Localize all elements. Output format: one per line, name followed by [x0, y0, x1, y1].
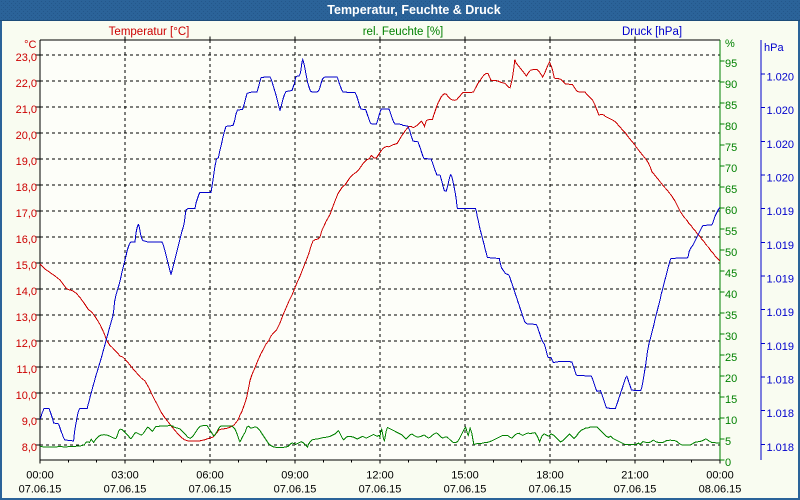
svg-text:07.06.15: 07.06.15	[104, 484, 147, 496]
svg-text:1.019: 1.019	[767, 274, 795, 286]
svg-text:16,0: 16,0	[16, 234, 37, 246]
svg-text:95: 95	[725, 58, 737, 70]
svg-text:75: 75	[725, 142, 737, 154]
svg-text:65: 65	[725, 184, 737, 196]
svg-text:18:00: 18:00	[536, 470, 564, 482]
svg-text:23,0: 23,0	[16, 52, 37, 64]
svg-text:1.018: 1.018	[767, 408, 795, 420]
svg-text:11,0: 11,0	[16, 364, 37, 376]
svg-text:15:00: 15:00	[451, 470, 479, 482]
svg-text:1.019: 1.019	[767, 307, 795, 319]
svg-text:rel. Feuchte [%]: rel. Feuchte [%]	[363, 26, 444, 38]
svg-text:21:00: 21:00	[621, 470, 649, 482]
svg-text:0: 0	[725, 457, 731, 469]
svg-text:03:00: 03:00	[111, 470, 139, 482]
svg-text:07.06.15: 07.06.15	[359, 484, 402, 496]
svg-text:Temperatur, Feuchte & Druck: Temperatur, Feuchte & Druck	[327, 3, 500, 17]
svg-text:20: 20	[725, 373, 737, 385]
svg-text:17,0: 17,0	[16, 208, 37, 220]
svg-text:08.06.15: 08.06.15	[699, 484, 742, 496]
svg-text:9,0: 9,0	[22, 416, 37, 428]
svg-text:09:00: 09:00	[281, 470, 309, 482]
svg-text:07.06.15: 07.06.15	[274, 484, 317, 496]
svg-text:21,0: 21,0	[16, 104, 37, 116]
svg-text:1.018: 1.018	[767, 442, 795, 454]
svg-text:15,0: 15,0	[16, 260, 37, 272]
svg-text:45: 45	[725, 268, 737, 280]
svg-text:30: 30	[725, 331, 737, 343]
svg-text:80: 80	[725, 121, 737, 133]
svg-text:14,0: 14,0	[16, 286, 37, 298]
svg-text:12:00: 12:00	[366, 470, 394, 482]
svg-text:10: 10	[725, 415, 737, 427]
svg-text:85: 85	[725, 100, 737, 112]
svg-text:%: %	[725, 38, 735, 50]
svg-text:00:00: 00:00	[26, 470, 54, 482]
svg-text:35: 35	[725, 310, 737, 322]
svg-text:Druck [hPa]: Druck [hPa]	[622, 26, 682, 38]
svg-text:15: 15	[725, 394, 737, 406]
svg-text:1.020: 1.020	[767, 105, 795, 117]
svg-text:60: 60	[725, 205, 737, 217]
svg-text:00:00: 00:00	[706, 470, 734, 482]
svg-text:12,0: 12,0	[16, 338, 37, 350]
svg-text:19,0: 19,0	[16, 156, 37, 168]
svg-text:90: 90	[725, 79, 737, 91]
svg-text:18,0: 18,0	[16, 182, 37, 194]
svg-text:1.019: 1.019	[767, 240, 795, 252]
svg-text:07.06.15: 07.06.15	[614, 484, 657, 496]
svg-text:07.06.15: 07.06.15	[444, 484, 487, 496]
svg-text:25: 25	[725, 352, 737, 364]
svg-text:Temperatur [°C]: Temperatur [°C]	[109, 26, 190, 38]
svg-text:50: 50	[725, 247, 737, 259]
svg-text:5: 5	[725, 436, 731, 448]
svg-text:1.020: 1.020	[767, 72, 795, 84]
svg-text:10,0: 10,0	[16, 390, 37, 402]
svg-text:07.06.15: 07.06.15	[529, 484, 572, 496]
svg-text:22,0: 22,0	[16, 78, 37, 90]
svg-text:8,0: 8,0	[22, 442, 37, 454]
svg-text:hPa: hPa	[764, 42, 784, 54]
svg-text:°C: °C	[24, 39, 36, 51]
svg-text:06:00: 06:00	[196, 470, 224, 482]
svg-text:1.020: 1.020	[767, 173, 795, 185]
svg-text:20,0: 20,0	[16, 130, 37, 142]
svg-text:1.020: 1.020	[767, 139, 795, 151]
svg-text:1.018: 1.018	[767, 375, 795, 387]
svg-text:55: 55	[725, 226, 737, 238]
svg-text:1.019: 1.019	[767, 341, 795, 353]
svg-text:70: 70	[725, 163, 737, 175]
svg-text:1.019: 1.019	[767, 206, 795, 218]
svg-text:07.06.15: 07.06.15	[19, 484, 62, 496]
svg-text:40: 40	[725, 289, 737, 301]
svg-text:13,0: 13,0	[16, 312, 37, 324]
svg-text:07.06.15: 07.06.15	[189, 484, 232, 496]
